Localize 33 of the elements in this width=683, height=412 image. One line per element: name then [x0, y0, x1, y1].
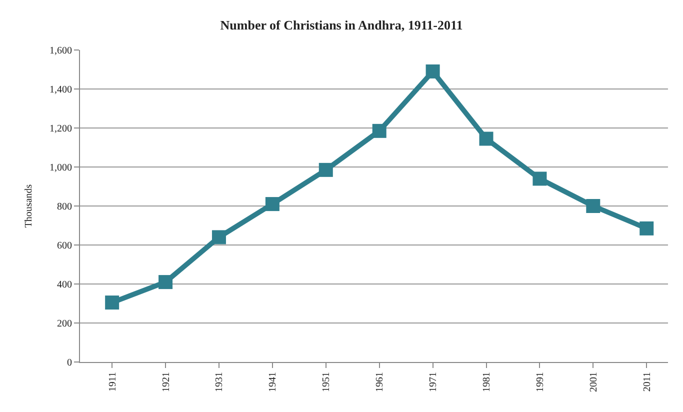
y-tick-label: 800 — [57, 202, 72, 212]
point — [318, 162, 333, 177]
chart-title: Number of Christians in Andhra, 1911-2011 — [220, 18, 463, 33]
y-tick-label: 0 — [67, 358, 72, 368]
x-tick-label: 2001 — [588, 372, 600, 392]
point — [158, 275, 173, 290]
point — [212, 230, 226, 244]
y-axis-title: Thousands — [24, 184, 34, 228]
y-tick-label: 1,400 — [50, 84, 72, 96]
point — [479, 132, 494, 146]
x-tick-label: 1921 — [160, 372, 172, 392]
y-tick-label: 1,000 — [50, 162, 72, 174]
point — [372, 124, 386, 138]
point — [532, 172, 547, 186]
x-tick-label: 1971 — [428, 372, 440, 392]
point — [586, 199, 600, 213]
y-tick-label: 400 — [57, 280, 72, 290]
y-tick-label: 1,600 — [50, 46, 72, 56]
x-tick-label: 1961 — [374, 372, 386, 392]
y-tick-label: 600 — [57, 240, 72, 252]
x-tick-label: 1911 — [107, 372, 118, 392]
x-tick-label: 1991 — [534, 372, 546, 392]
x-tick-label: 1951 — [321, 372, 332, 392]
point — [640, 221, 654, 236]
x-tick-label: 1931 — [214, 372, 226, 392]
y-tick-label: 1,200 — [50, 124, 72, 134]
y-tick-label: 200 — [57, 318, 72, 330]
x-tick-label: 1941 — [268, 372, 279, 392]
x-tick-label: 2011 — [642, 372, 653, 392]
x-tick-label: 1981 — [482, 372, 492, 392]
point — [265, 197, 280, 212]
point — [426, 64, 440, 78]
point — [105, 296, 120, 310]
